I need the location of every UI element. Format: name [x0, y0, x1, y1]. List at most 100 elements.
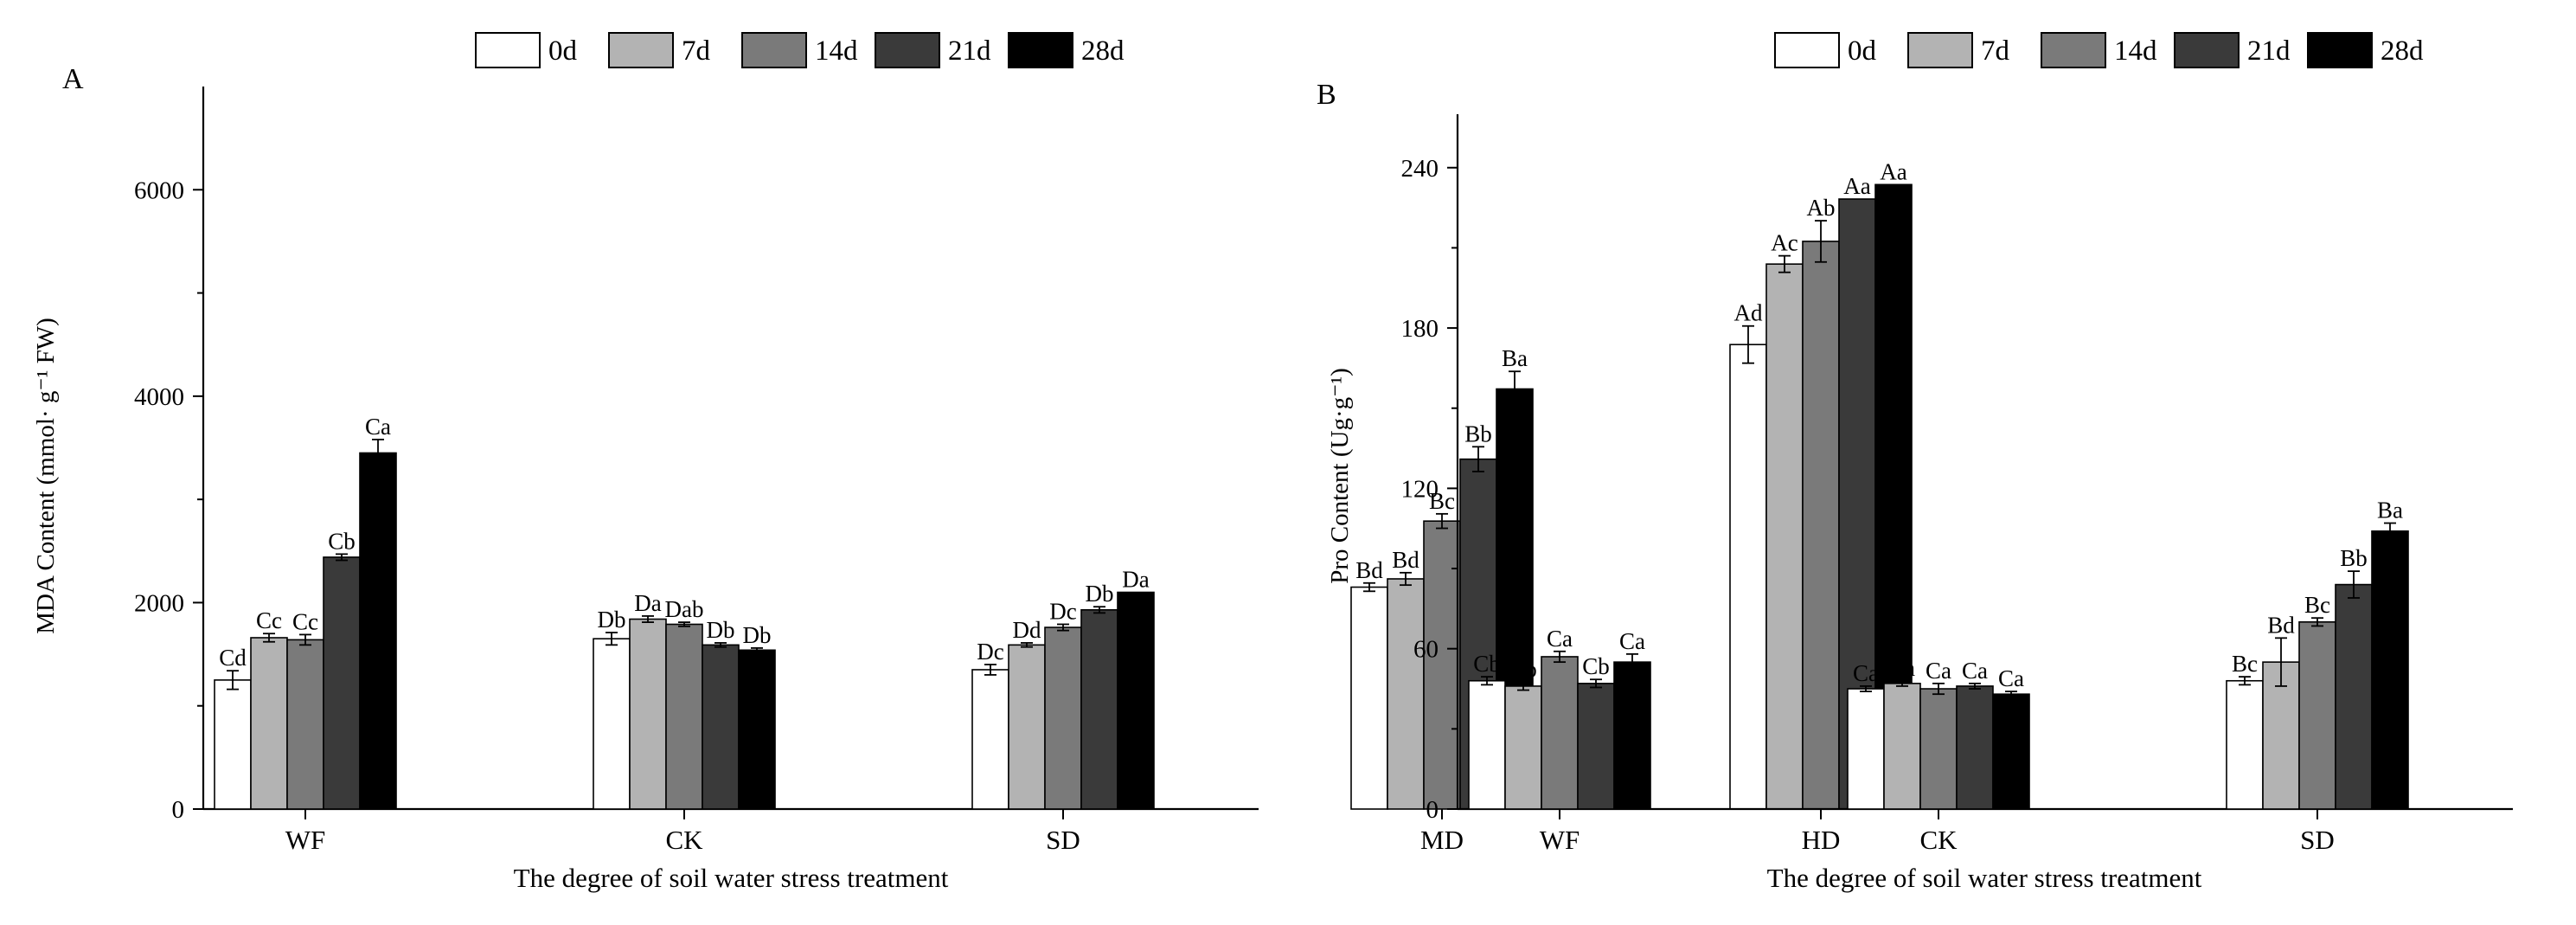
- legend-label-21d: 21d: [2247, 35, 2291, 67]
- panel-a-significance-label: Cc: [292, 608, 318, 634]
- panel-b-bar-wf-0d: [1468, 679, 1506, 810]
- panel-a-significance-label: Db: [743, 622, 772, 648]
- panel-b-significance-label: Ca: [1926, 658, 1951, 684]
- panel-b-bar-sd-14d: [2298, 621, 2336, 810]
- panel-a-significance-label: Cc: [256, 607, 282, 633]
- panel-b-bar-ck-21d: [1956, 685, 1994, 810]
- panel-b-y-tick-label: 120: [1401, 475, 1439, 503]
- panel-a-x-tick-label: SD: [1046, 825, 1080, 855]
- panel-a-significance-label: Db: [1086, 581, 1114, 607]
- legend-label-21d: 21d: [948, 35, 991, 67]
- panel-b-x-axis-label: The degree of soil water stress treatmen…: [1767, 863, 2202, 893]
- legend-swatch-21d: [2174, 32, 2240, 68]
- panel-a-legend: 0d 7d 14d 21d 28d: [475, 32, 1125, 68]
- panel-a-bar-hd-0d: [1729, 344, 1767, 810]
- legend-swatch-14d: [741, 32, 807, 68]
- panel-b-y-axis-label: Pro Content (Ug·g⁻¹): [1326, 368, 1354, 584]
- panel-a-bar-hd-7d: [1765, 263, 1804, 810]
- panel-a-significance-label: Dc: [1049, 598, 1076, 624]
- panel-b-letter: B: [1317, 79, 1336, 111]
- panel-a-significance-label: Ad: [1734, 300, 1763, 326]
- panel-b-y-tick-label: 60: [1413, 636, 1439, 664]
- legend-swatch-14d: [2041, 32, 2106, 68]
- panel-b-bar-sd-21d: [2335, 583, 2373, 810]
- panel-b-x-tick-label: CK: [1919, 825, 1958, 855]
- panel-a-significance-label: Dd: [1013, 617, 1041, 643]
- panel-a-bar-md-14d: [1423, 520, 1461, 810]
- legend-label-7d: 7d: [682, 35, 711, 67]
- legend-swatch-21d: [875, 32, 940, 68]
- panel-b-bar-wf-21d: [1577, 683, 1615, 810]
- panel-b-bar-ck-0d: [1847, 688, 1885, 810]
- panel-b-legend: 0d 7d 14d 21d 28d: [1774, 32, 2424, 68]
- panel-a-significance-label: Cd: [219, 645, 247, 671]
- legend-label-28d: 28d: [1081, 35, 1125, 67]
- panel-a-significance-label: Da: [634, 590, 661, 616]
- legend-swatch-7d: [1907, 32, 1973, 68]
- panel-b-significance-label: Ca: [1889, 655, 1915, 681]
- legend-label-0d: 0d: [1848, 35, 1877, 67]
- panel-a-bar-ck-14d: [665, 623, 703, 810]
- panel-b-significance-label: Cb: [1509, 656, 1537, 682]
- legend-swatch-7d: [608, 32, 674, 68]
- panel-a-significance-label: Dc: [977, 639, 1003, 665]
- legend-swatch-28d: [1008, 32, 1073, 68]
- panel-a-bar-wf-14d: [286, 639, 324, 810]
- panel-a-x-tick-label: HD: [1802, 825, 1841, 855]
- panel-a-significance-label: Db: [598, 607, 626, 633]
- panel-a-x-tick-label: MD: [1420, 825, 1464, 855]
- panel-a-significance-label: Aa: [1843, 173, 1870, 199]
- panel-a-y-tick-label: 6000: [134, 177, 184, 204]
- legend-label-28d: 28d: [2381, 35, 2424, 67]
- panel-b-bar-ck-7d: [1883, 683, 1921, 810]
- legend-swatch-0d: [1774, 32, 1840, 68]
- panel-a-significance-label: Aa: [1880, 158, 1906, 184]
- legend-swatch-0d: [475, 32, 541, 68]
- panel-b-y-tick-label: 180: [1401, 315, 1439, 343]
- panel-a-bar-sd-0d: [971, 669, 1009, 810]
- panel-a-bar-sd-21d: [1080, 608, 1118, 810]
- panel-a-significance-label: Bb: [1464, 421, 1492, 446]
- panel-a-bar-sd-28d: [1117, 591, 1155, 810]
- legend-swatch-28d: [2307, 32, 2373, 68]
- panel-a-significance-label: Ba: [1502, 345, 1528, 371]
- panel-a-bar-sd-14d: [1044, 626, 1082, 810]
- panel-a-significance-label: Ac: [1771, 230, 1797, 256]
- panel-b-significance-label: Bb: [2340, 545, 2368, 571]
- panel-a-bar-wf-28d: [359, 452, 397, 810]
- panel-a-x-tick-label: WF: [285, 825, 326, 855]
- panel-a-bar-ck-28d: [738, 649, 776, 810]
- panel-a-bar-ck-21d: [702, 644, 740, 810]
- panel-b-significance-label: Ba: [2377, 498, 2403, 524]
- panel-b-significance-label: Cb: [1473, 651, 1501, 677]
- panel-a-bar-wf-0d: [214, 679, 252, 810]
- legend-label-7d: 7d: [1981, 35, 2010, 67]
- panel-a-significance-label: Bd: [1392, 547, 1419, 573]
- panel-a-bar-sd-7d: [1008, 644, 1046, 810]
- panel-b-bar-ck-14d: [1919, 688, 1958, 810]
- panel-a-letter: A: [62, 63, 84, 95]
- panel-a-bar-wf-7d: [250, 637, 288, 810]
- panel-a-bar-wf-21d: [323, 556, 361, 810]
- panel-b-bar-sd-0d: [2226, 679, 2264, 810]
- panel-a-significance-label: Bd: [1355, 557, 1383, 583]
- panel-a-significance-label: Dab: [665, 596, 704, 622]
- panel-a-y-axis-label: MDA Content (mmol· g⁻¹ FW): [32, 318, 60, 634]
- panel-b-bar-wf-7d: [1504, 685, 1542, 810]
- panel-b-bar-wf-28d: [1613, 661, 1651, 810]
- panel-b-significance-label: Bc: [2232, 651, 2258, 677]
- panel-b-significance-label: Ca: [1853, 660, 1879, 686]
- panel-a-y-tick-label: 4000: [134, 383, 184, 411]
- panel-b-x-tick-label: SD: [2300, 825, 2335, 855]
- panel-b-significance-label: Ca: [1547, 626, 1573, 652]
- panel-b-bar-sd-28d: [2371, 530, 2409, 810]
- panel-a-significance-label: Ca: [365, 414, 391, 440]
- panel-b-chart: B 0d 7d 14d 21d 28d 0 60 120 180 240 WF Cb Cb Ca Cb Ca…: [1317, 32, 2513, 893]
- panel-a-significance-label: Da: [1122, 567, 1149, 593]
- legend-label-14d: 14d: [815, 35, 858, 67]
- panel-a-bar-md-7d: [1387, 578, 1425, 810]
- panel-b-significance-label: Ca: [1998, 665, 2024, 691]
- panel-b-bar-ck-28d: [1992, 693, 2030, 810]
- panel-a-y-tick-label: 0: [172, 796, 185, 824]
- panel-b-significance-label: Cb: [1582, 653, 1610, 679]
